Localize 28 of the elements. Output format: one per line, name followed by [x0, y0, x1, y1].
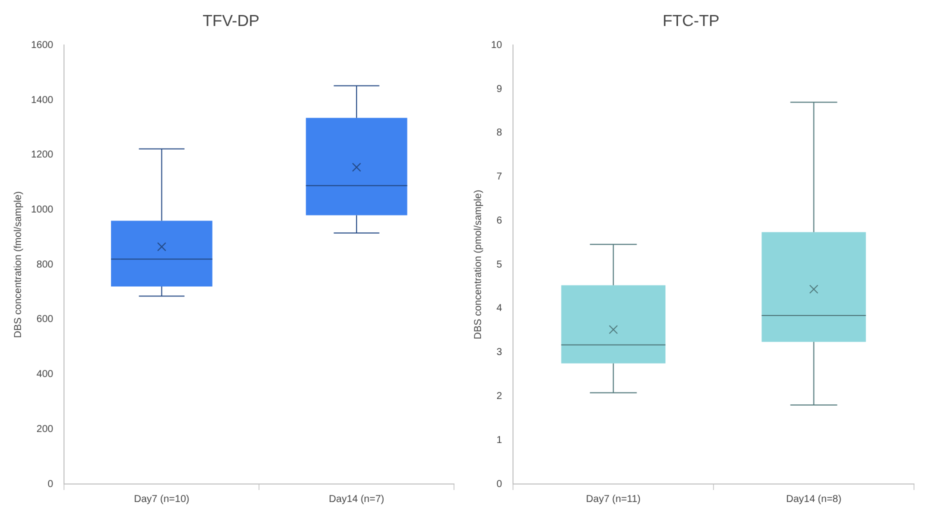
y-tick-label: 400: [36, 369, 54, 380]
y-tick-label: 7: [496, 172, 503, 183]
y-tick-label: 3: [496, 347, 503, 358]
y-tick-label: 200: [36, 424, 54, 435]
y-axis-title: DBS concentration (pmol/sample): [472, 190, 484, 340]
chart-title: FTC-TP: [662, 13, 720, 30]
y-tick-label: 1000: [30, 204, 54, 216]
y-tick-label: 800: [36, 259, 54, 270]
y-tick-label: 1200: [30, 150, 54, 161]
y-tick-label: 1: [496, 434, 503, 446]
y-tick-label: 1600: [30, 40, 54, 51]
x-tick-label: Day7 (n=11): [586, 494, 641, 505]
x-tick-label: Day7 (n=10): [134, 494, 190, 505]
x-tick-label: Day14 (n=7): [328, 494, 384, 505]
y-axis-title: DBS concentration (fmol/sample): [12, 191, 24, 338]
y-tick-label: 0: [496, 478, 503, 490]
chart-title: TFV-DP: [202, 13, 260, 30]
y-tick-label: 10: [491, 40, 503, 51]
y-tick-label: 1400: [30, 94, 54, 106]
y-tick-label: 5: [496, 259, 503, 270]
y-tick-label: 0: [48, 478, 54, 490]
x-tick-label: Day14 (n=8): [786, 494, 842, 505]
y-tick-label: 600: [36, 314, 54, 326]
y-tick-label: 8: [496, 128, 503, 139]
y-tick-label: 2: [496, 390, 503, 402]
y-tick-label: 4: [496, 303, 503, 314]
y-tick-label: 9: [496, 84, 503, 95]
y-tick-label: 6: [496, 215, 503, 226]
